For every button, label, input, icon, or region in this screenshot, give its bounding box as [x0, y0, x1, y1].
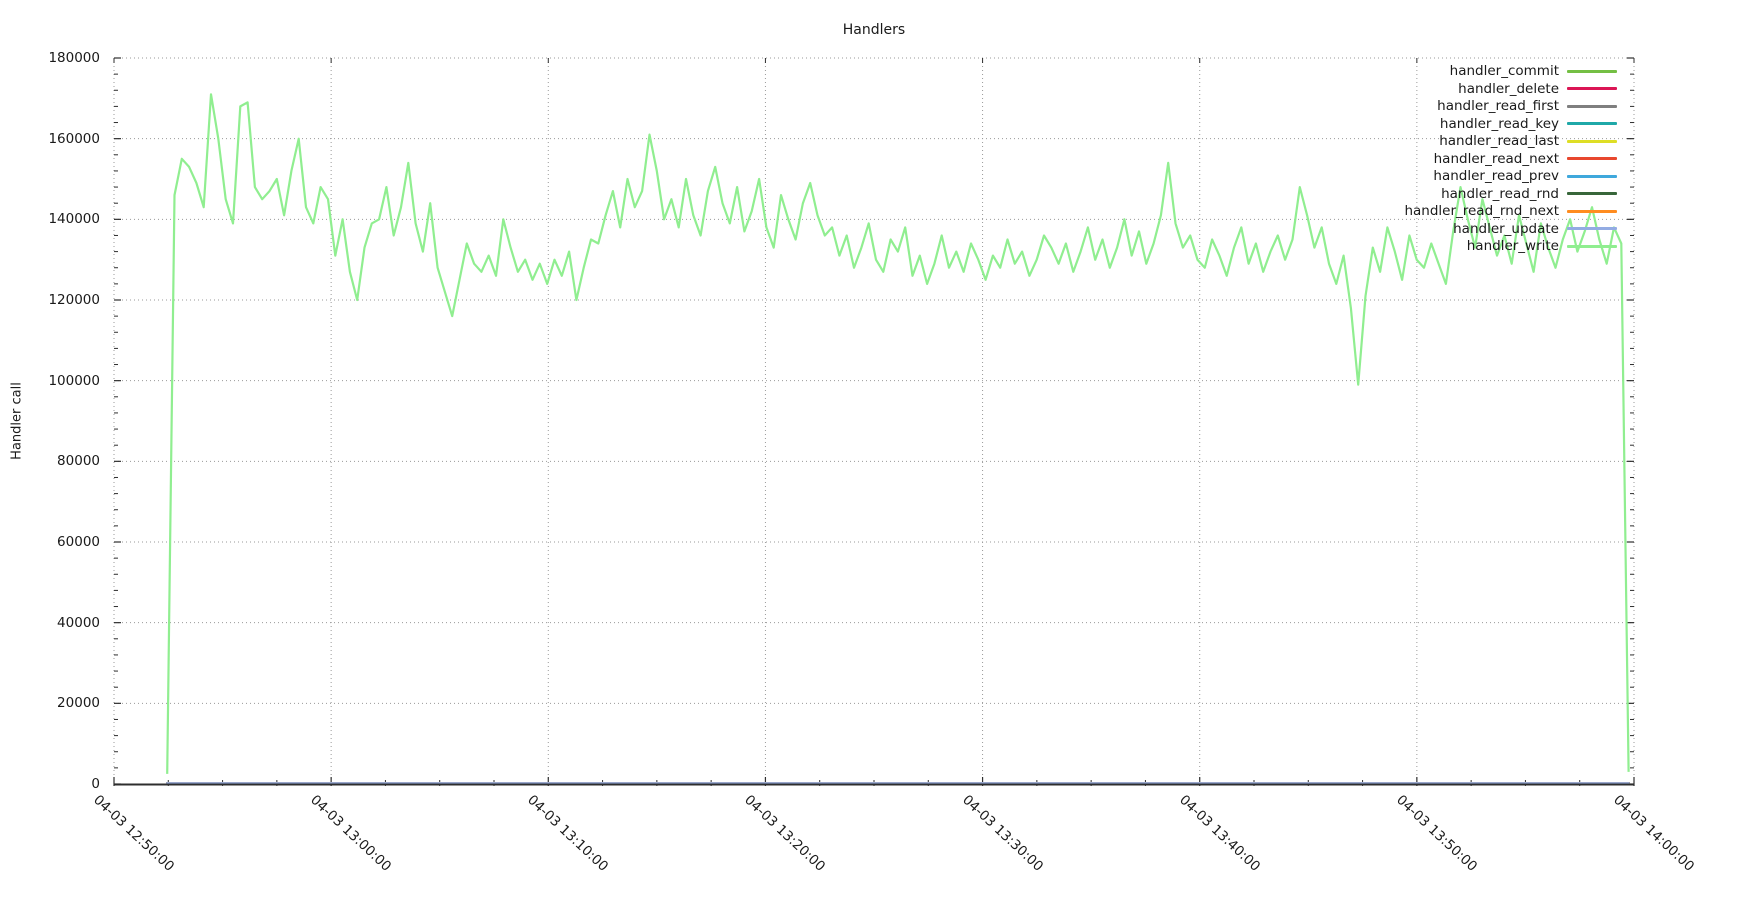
y-tick-label: 0	[91, 776, 100, 792]
legend-color-line	[1567, 209, 1617, 213]
legend-color-line	[1567, 244, 1617, 248]
legend-color-line	[1567, 69, 1617, 73]
legend-color-line	[1567, 192, 1617, 195]
legend-label: handler_write	[1466, 238, 1559, 254]
legend-item-handler_read_rnd_next: handler_read_rnd_next	[1404, 203, 1617, 219]
legend-color-line	[1567, 122, 1617, 125]
legend-item-handler_read_key: handler_read_key	[1440, 116, 1617, 132]
legend-item-handler_write: handler_write	[1467, 238, 1617, 254]
legend-label: handler_read_last	[1439, 133, 1559, 149]
legend-color-line	[1567, 87, 1617, 90]
y-tick-label: 160000	[48, 130, 100, 147]
legend-item-handler_commit: handler_commit	[1450, 63, 1617, 79]
y-axis-title: Handler call	[9, 382, 25, 460]
legend-color-line	[1567, 174, 1617, 178]
legend-color-line	[1567, 139, 1617, 143]
chart-title: Handlers	[842, 22, 906, 38]
legend-label: handler_commit	[1449, 63, 1559, 79]
legend-item-handler_read_prev: handler_read_prev	[1433, 168, 1617, 184]
y-tick-label: 100000	[48, 372, 100, 389]
legend-color-line	[1567, 104, 1617, 108]
legend-label: handler_read_rnd_next	[1404, 203, 1559, 219]
legend-color-line	[1567, 157, 1617, 160]
y-tick-label: 20000	[57, 695, 100, 712]
legend-label: handler_read_prev	[1433, 168, 1559, 184]
legend-item-handler_read_last: handler_read_last	[1439, 133, 1617, 149]
legend-label: handler_delete	[1458, 80, 1559, 97]
legend-item-handler_read_rnd: handler_read_rnd	[1441, 186, 1617, 202]
y-tick-label: 140000	[48, 211, 100, 228]
legend-item-handler_read_first: handler_read_first	[1437, 98, 1617, 114]
y-tick-label: 120000	[48, 292, 100, 308]
legend-item-handler_delete: handler_delete	[1458, 81, 1617, 97]
legend-label: handler_read_rnd	[1441, 185, 1559, 202]
legend-item-handler_update: handler_update	[1453, 221, 1617, 237]
y-tick-label: 180000	[48, 50, 100, 66]
legend-label: handler_read_first	[1437, 98, 1559, 114]
legend-label: handler_read_key	[1439, 115, 1559, 132]
y-tick-label: 60000	[57, 534, 100, 550]
series-line-handler_write	[166, 93, 1630, 774]
legend-item-handler_read_next: handler_read_next	[1434, 151, 1617, 167]
legend-label: handler_read_next	[1433, 150, 1559, 167]
legend-label: handler_update	[1453, 220, 1559, 237]
y-tick-label: 80000	[57, 453, 100, 470]
y-tick-label: 40000	[57, 614, 100, 631]
legend-color-line	[1567, 227, 1617, 230]
